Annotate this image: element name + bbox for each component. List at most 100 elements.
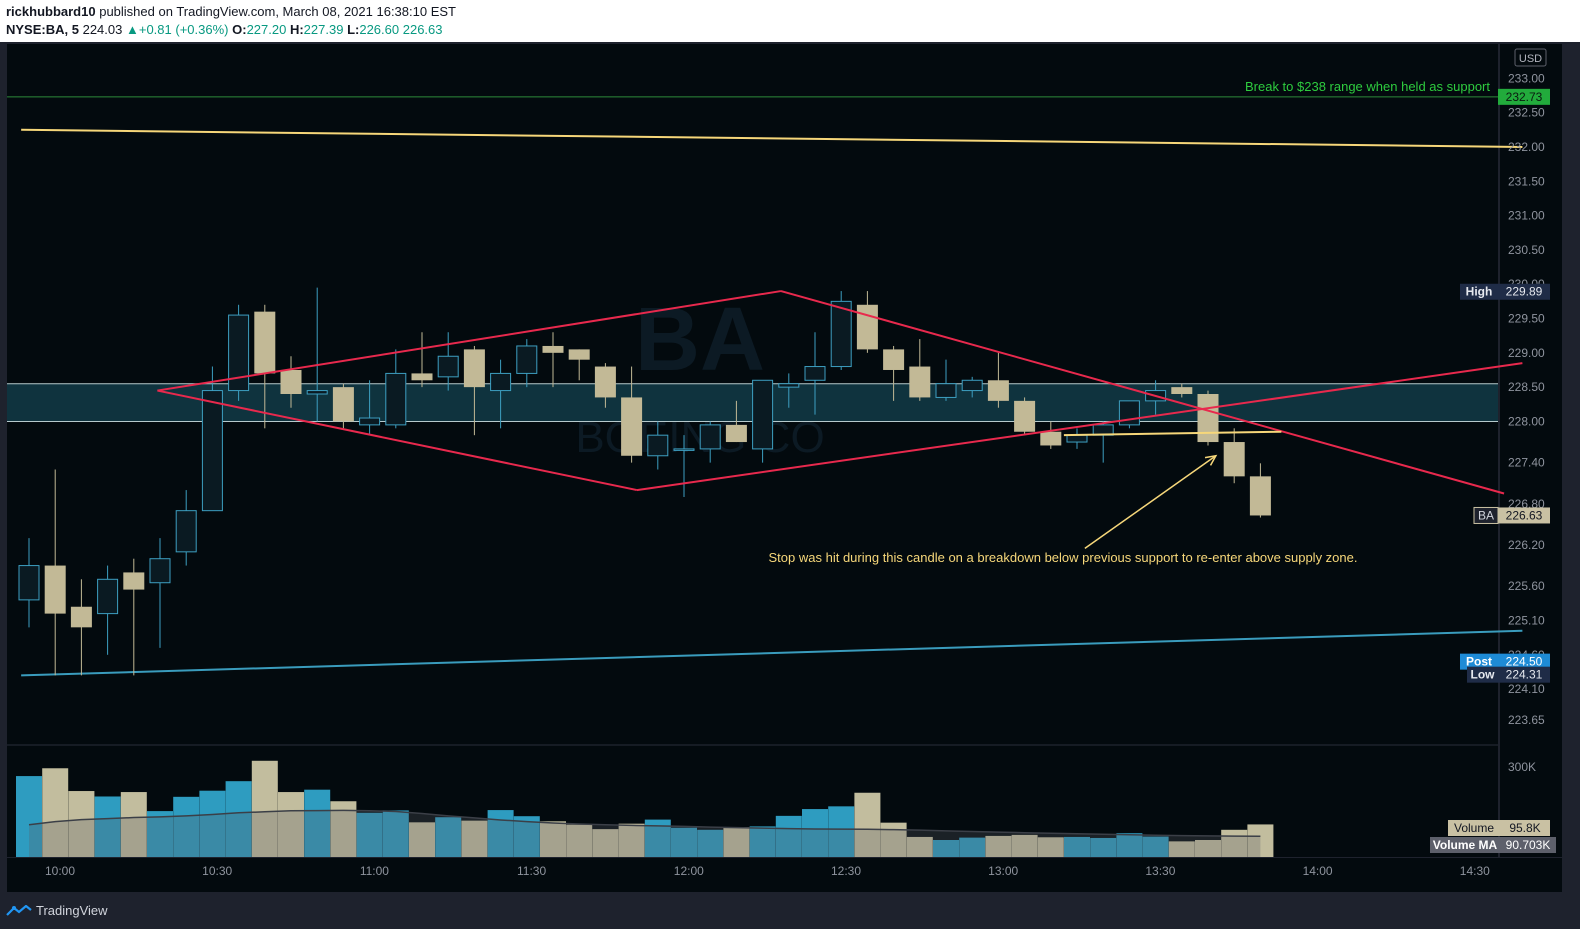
volume-bar xyxy=(199,790,226,857)
price-tick-label: 232.00 xyxy=(1508,140,1545,154)
candle-body xyxy=(1014,400,1036,432)
candle-body xyxy=(1223,442,1245,477)
candle-body xyxy=(621,397,643,456)
candle xyxy=(1014,397,1036,436)
low-label: L: xyxy=(347,22,360,37)
candle xyxy=(228,304,250,401)
volume-bar xyxy=(487,810,514,857)
price-tick-label: 228.50 xyxy=(1508,380,1545,394)
price-tick-label: 225.10 xyxy=(1508,613,1545,627)
pattern-line xyxy=(636,362,1523,492)
candle xyxy=(909,339,931,401)
change-arrow-icon: ▲ xyxy=(125,22,139,37)
price-badge-label: Low xyxy=(1471,668,1496,682)
volume-bar xyxy=(906,836,933,857)
time-tick-label: 13:00 xyxy=(988,864,1018,878)
arrow-head-icon xyxy=(1204,454,1218,466)
high-label: H: xyxy=(289,22,304,37)
volume-bar xyxy=(540,821,566,857)
symbol-label[interactable]: NYSE:BA, 5 xyxy=(6,22,79,37)
time-tick-label: 12:00 xyxy=(674,864,704,878)
candle-body xyxy=(987,380,1009,401)
candle-body xyxy=(1197,394,1219,443)
volume-bar xyxy=(880,822,907,857)
volume-ma-badge xyxy=(1500,837,1556,853)
candle-body xyxy=(647,434,669,457)
price-badge-tag xyxy=(1467,666,1498,683)
close-value: 226.63 xyxy=(402,22,443,37)
tradingview-brand[interactable]: TradingView xyxy=(6,903,108,918)
candle xyxy=(883,345,905,401)
candle-body xyxy=(254,311,276,374)
volume-bar xyxy=(592,829,619,857)
volume-bar xyxy=(147,811,173,857)
candle xyxy=(411,332,433,388)
candle xyxy=(385,349,407,429)
volume-ma-area xyxy=(29,810,1261,857)
price-tick-label: 229.50 xyxy=(1508,312,1545,326)
candle-body xyxy=(44,565,66,614)
candle xyxy=(1249,463,1271,518)
price-tick-label: 229.00 xyxy=(1508,346,1545,360)
volume-value-badge xyxy=(1500,820,1550,836)
candle-body xyxy=(359,417,381,426)
time-tick-label: 13:30 xyxy=(1145,864,1175,878)
candle xyxy=(463,345,485,436)
candle-body xyxy=(306,390,328,395)
candle xyxy=(1223,428,1245,484)
price-badge-value: 229.89 xyxy=(1506,285,1543,299)
candle xyxy=(830,291,852,370)
volume-bar xyxy=(435,817,462,857)
price-badge-label: High xyxy=(1466,285,1493,299)
brand-label: TradingView xyxy=(36,903,108,918)
price-badge xyxy=(1498,88,1550,105)
price-tick-label: 230.50 xyxy=(1508,243,1545,257)
price-badge-value: 232.73 xyxy=(1506,90,1543,104)
time-tick-label: 11:30 xyxy=(517,864,546,878)
price-badge xyxy=(1498,507,1550,524)
volume-bar xyxy=(723,827,750,857)
pattern-line xyxy=(780,290,1505,495)
volume-bar xyxy=(409,822,435,857)
candle xyxy=(201,366,223,512)
volume-bar xyxy=(854,792,881,857)
annotation-resistance: Break to $238 range when held as support xyxy=(1245,79,1490,94)
candle-body xyxy=(123,572,145,590)
candle-body xyxy=(935,383,957,398)
candle xyxy=(280,356,302,408)
change-value: +0.81 (+0.36%) xyxy=(138,22,229,37)
time-tick-label: 11:00 xyxy=(360,864,389,878)
candle-body xyxy=(1171,387,1193,394)
upper-trend-line xyxy=(21,128,1523,148)
tradingview-logo-icon xyxy=(6,904,32,916)
annotation-stop: Stop was hit during this candle on a bre… xyxy=(769,550,1358,565)
volume-bar xyxy=(671,827,697,857)
candle xyxy=(306,287,328,422)
candle-body xyxy=(883,349,905,370)
volume-axis-label: 300K xyxy=(1508,760,1536,774)
price-tick-label: 232.50 xyxy=(1508,106,1545,120)
price-badge-tag xyxy=(1460,283,1498,300)
price-tick-label: 226.20 xyxy=(1508,538,1545,552)
candle xyxy=(254,304,276,429)
currency-label: USD xyxy=(1519,53,1542,65)
time-tick-label: 14:00 xyxy=(1303,864,1333,878)
candle-body xyxy=(463,349,485,388)
volume-bar xyxy=(1168,841,1195,857)
volume-bar xyxy=(933,840,959,857)
volume-bar xyxy=(1195,840,1221,857)
candle xyxy=(1171,383,1193,398)
volume-bar xyxy=(94,796,121,857)
candle-body xyxy=(490,372,512,392)
author-name[interactable]: rickhubbard10 xyxy=(6,4,96,19)
volume-bar xyxy=(1064,836,1090,857)
last-price: 224.03 xyxy=(82,22,123,37)
candle-body xyxy=(830,300,852,368)
candle xyxy=(961,376,983,398)
time-tick-label: 14:30 xyxy=(1460,864,1490,878)
price-tick-label: 225.60 xyxy=(1508,579,1545,593)
lower-trend-line xyxy=(21,629,1523,677)
candle-body xyxy=(228,314,250,392)
candle-body xyxy=(725,424,747,443)
